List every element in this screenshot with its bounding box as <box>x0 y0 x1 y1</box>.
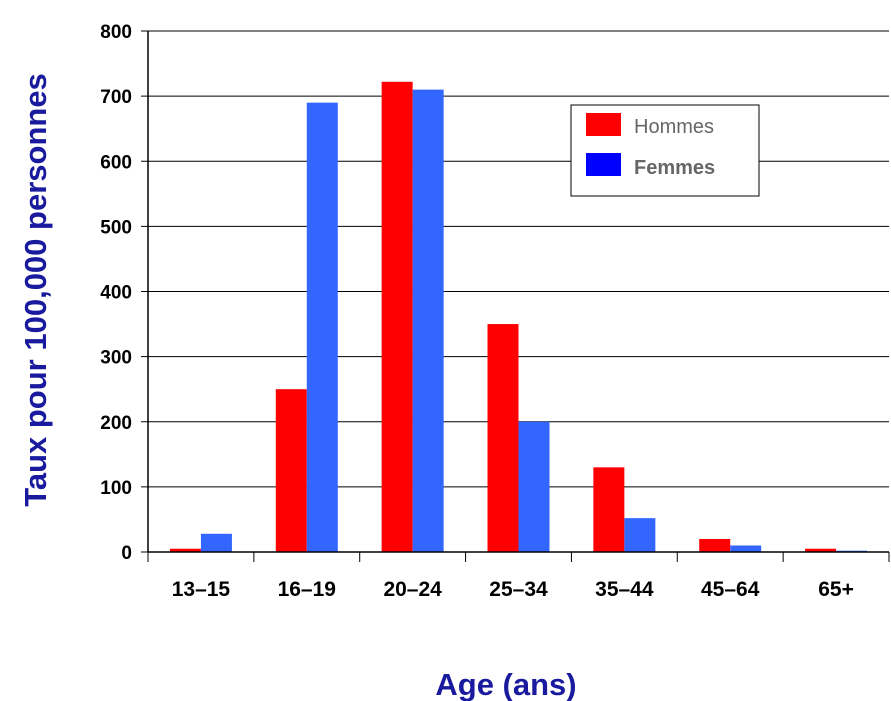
x-category-label: 65+ <box>818 578 854 601</box>
y-tick-label: 200 <box>100 413 132 434</box>
x-category-label: 20–24 <box>383 578 442 601</box>
x-category-label: 25–34 <box>489 578 548 601</box>
axes <box>141 30 890 562</box>
y-tick-labels: 0 100 200 300 400 500 600 700 800 <box>100 22 132 564</box>
y-tick-label: 700 <box>100 87 132 108</box>
x-category-labels: 13–15 16–19 20–24 25–34 35–44 45–64 65+ <box>172 578 854 601</box>
bar-hommes-0 <box>169 548 201 552</box>
legend-swatch-femmes <box>586 153 621 176</box>
y-tick-label: 600 <box>100 152 132 173</box>
x-category-label: 45–64 <box>701 578 760 601</box>
bar-hommes-2 <box>381 81 413 553</box>
bar-hommes-3 <box>487 324 519 552</box>
x-axis-title: Age (ans) <box>435 667 576 701</box>
y-tick-label: 500 <box>100 217 132 238</box>
legend-label-hommes: Hommes <box>634 116 714 138</box>
bar-femmes-4 <box>624 518 656 552</box>
bar-femmes-5 <box>730 545 762 552</box>
x-category-label: 16–19 <box>278 578 336 601</box>
bar-femmes-2 <box>412 89 444 553</box>
bar-femmes-3 <box>518 421 550 552</box>
bars <box>169 81 868 553</box>
y-axis-title: Taux pour 100,000 personnes <box>18 73 53 507</box>
bar-femmes-1 <box>306 102 338 552</box>
legend: Hommes Femmes <box>570 104 760 197</box>
y-tick-label: 0 <box>121 543 132 564</box>
bar-femmes-0 <box>200 533 232 552</box>
bar-hommes-5 <box>699 538 731 552</box>
y-tick-label: 100 <box>100 478 132 499</box>
legend-label-femmes: Femmes <box>634 157 715 179</box>
bar-hommes-4 <box>593 467 625 552</box>
bar-hommes-6 <box>805 548 837 552</box>
y-tick-label: 800 <box>100 22 132 43</box>
y-tick-label: 300 <box>100 348 132 369</box>
bar-hommes-1 <box>275 389 307 552</box>
x-category-label: 13–15 <box>172 578 231 601</box>
legend-swatch-hommes <box>586 113 621 136</box>
x-category-label: 35–44 <box>595 578 654 601</box>
y-tick-label: 400 <box>100 283 132 304</box>
